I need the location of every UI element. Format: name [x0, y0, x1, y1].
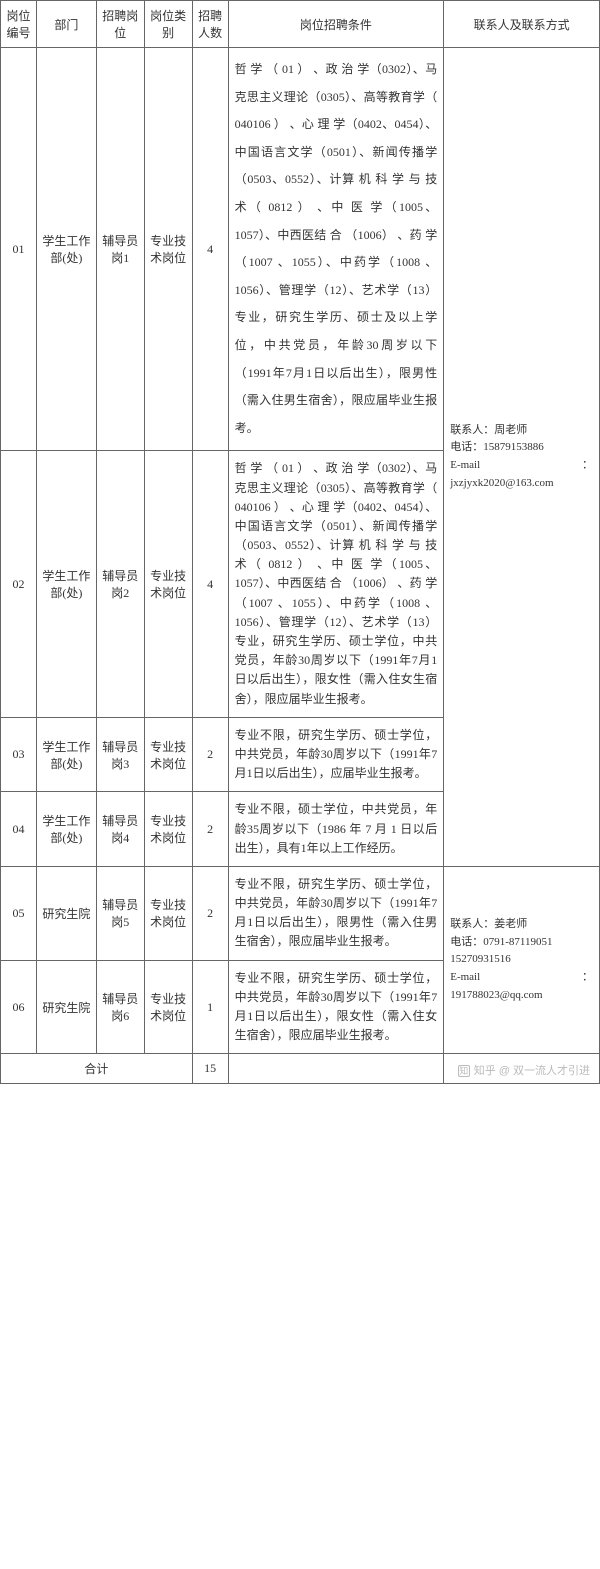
- header-count: 招聘人数: [192, 1, 228, 48]
- cell-position: 辅导员岗5: [96, 866, 144, 960]
- cell-id: 02: [1, 451, 37, 717]
- contact-email-value: 191788023@qq.com: [450, 987, 593, 1005]
- cell-count: 4: [192, 48, 228, 451]
- cell-dept: 研究生院: [36, 960, 96, 1054]
- cell-position: 辅导员岗6: [96, 960, 144, 1054]
- cell-conditions: 哲 学 （ 01 ） 、政 治 学（0302）、马克思主义理论（0305）、高等…: [228, 48, 444, 451]
- table-row: 01 学生工作部(处) 辅导员岗1 专业技术岗位 4 哲 学 （ 01 ） 、政…: [1, 48, 600, 451]
- cell-dept: 学生工作部(处): [36, 792, 96, 867]
- cell-dept: 学生工作部(处): [36, 451, 96, 717]
- contact-phone-line: 电话：0791-87119051: [450, 934, 593, 952]
- cell-count: 2: [192, 792, 228, 867]
- table-row: 05 研究生院 辅导员岗5 专业技术岗位 2 专业不限，研究生学历、硕士学位，中…: [1, 866, 600, 960]
- cell-id: 05: [1, 866, 37, 960]
- contact-email-label-line: E-mail：: [450, 457, 593, 475]
- cell-count: 1: [192, 960, 228, 1054]
- contact-person-line: 联系人：周老师: [450, 422, 593, 440]
- cell-id: 03: [1, 717, 37, 792]
- cell-conditions: 专业不限，研究生学历、硕士学位，中共党员，年龄30周岁以下（1991年7月1日以…: [228, 960, 444, 1054]
- total-blank-2: [444, 1054, 600, 1084]
- total-blank-1: [228, 1054, 444, 1084]
- cell-category: 专业技术岗位: [144, 866, 192, 960]
- cell-category: 专业技术岗位: [144, 792, 192, 867]
- cell-category: 专业技术岗位: [144, 960, 192, 1054]
- cell-position: 辅导员岗2: [96, 451, 144, 717]
- cell-dept: 学生工作部(处): [36, 717, 96, 792]
- contact-email-value: jxzjyxk2020@163.com: [450, 475, 593, 493]
- table-header-row: 岗位编号 部门 招聘岗位 岗位类别 招聘人数 岗位招聘条件 联系人及联系方式: [1, 1, 600, 48]
- total-count: 15: [192, 1054, 228, 1084]
- header-id: 岗位编号: [1, 1, 37, 48]
- cell-conditions: 专业不限，硕士学位，中共党员，年龄35周岁以下（1986 年 7 月 1 日以后…: [228, 792, 444, 867]
- contact-phone-line-2: 15270931516: [450, 951, 593, 969]
- cell-category: 专业技术岗位: [144, 717, 192, 792]
- cell-dept: 研究生院: [36, 866, 96, 960]
- cell-id: 01: [1, 48, 37, 451]
- header-contact: 联系人及联系方式: [444, 1, 600, 48]
- header-conditions: 岗位招聘条件: [228, 1, 444, 48]
- cell-count: 2: [192, 717, 228, 792]
- contact-person-line: 联系人：姜老师: [450, 916, 593, 934]
- contact-email-label-line: E-mail：: [450, 969, 593, 987]
- table-total-row: 合计 15: [1, 1054, 600, 1084]
- cell-id: 06: [1, 960, 37, 1054]
- cell-dept: 学生工作部(处): [36, 48, 96, 451]
- cell-count: 2: [192, 866, 228, 960]
- recruitment-table: 岗位编号 部门 招聘岗位 岗位类别 招聘人数 岗位招聘条件 联系人及联系方式 0…: [0, 0, 600, 1084]
- cell-position: 辅导员岗4: [96, 792, 144, 867]
- header-dept: 部门: [36, 1, 96, 48]
- cell-id: 04: [1, 792, 37, 867]
- cell-conditions: 专业不限，研究生学历、硕士学位，中共党员，年龄30周岁以下（1991年7月1日以…: [228, 717, 444, 792]
- cell-contact-group-2: 联系人：姜老师 电话：0791-87119051 15270931516 E-m…: [444, 866, 600, 1054]
- cell-count: 4: [192, 451, 228, 717]
- cell-contact-group-1: 联系人：周老师 电话：15879153886 E-mail： jxzjyxk20…: [444, 48, 600, 867]
- cell-position: 辅导员岗3: [96, 717, 144, 792]
- cell-position: 辅导员岗1: [96, 48, 144, 451]
- header-position: 招聘岗位: [96, 1, 144, 48]
- cell-conditions: 专业不限，研究生学历、硕士学位，中共党员，年龄30周岁以下（1991年7月1日以…: [228, 866, 444, 960]
- header-category: 岗位类别: [144, 1, 192, 48]
- cell-conditions: 哲 学 （ 01 ） 、政 治 学（0302）、马克思主义理论（0305）、高等…: [228, 451, 444, 717]
- cell-category: 专业技术岗位: [144, 451, 192, 717]
- cell-category: 专业技术岗位: [144, 48, 192, 451]
- total-label: 合计: [1, 1054, 193, 1084]
- contact-phone-line: 电话：15879153886: [450, 439, 593, 457]
